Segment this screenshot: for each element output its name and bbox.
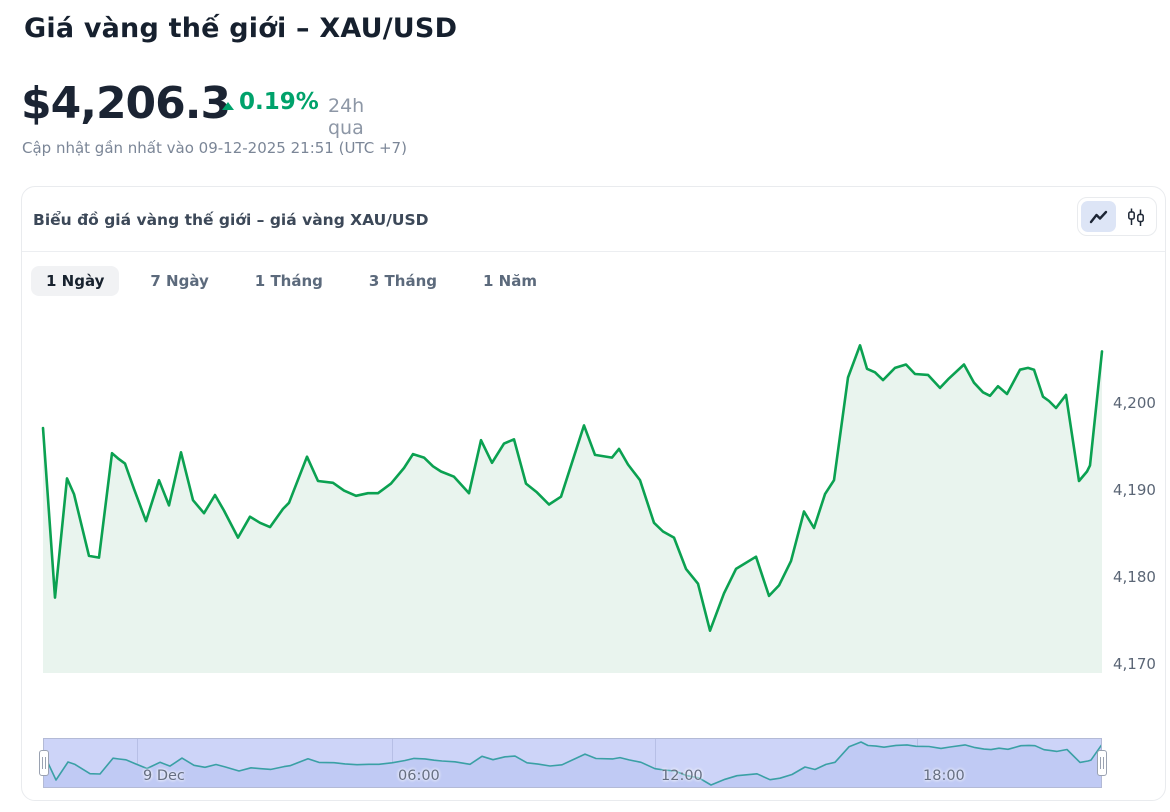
tab-1-month[interactable]: 1 Tháng (254, 272, 323, 290)
area-fill (43, 345, 1102, 673)
range-tabs: 1 Ngày 7 Ngày 1 Tháng 3 Tháng 1 Năm (31, 266, 552, 296)
y-axis-tick: 4,190 (1113, 481, 1156, 499)
tab-7-days[interactable]: 7 Ngày (150, 272, 209, 290)
line-chart-button[interactable] (1081, 201, 1116, 232)
tab-3-months[interactable]: 3 Tháng (368, 272, 437, 290)
candlestick-icon (1127, 208, 1144, 226)
page-title: Giá vàng thế giới – XAU/USD (24, 13, 458, 44)
navigator-time-label: 9 Dec (143, 768, 185, 784)
navigator-right-handle[interactable] (1097, 750, 1107, 776)
navigator-time-label: 18:00 (923, 768, 965, 784)
price-line (41, 344, 1104, 632)
price-change-percent: 0.19% (239, 89, 319, 115)
line-chart-icon (1089, 210, 1108, 223)
current-price: $4,206.3 (21, 78, 231, 129)
navigator-gridline (137, 739, 138, 787)
y-axis-tick: 4,170 (1113, 655, 1156, 673)
navigator-area-fill (44, 742, 1101, 787)
navigator-gridline (655, 739, 656, 787)
y-axis-tick: 4,180 (1113, 568, 1156, 586)
chart-card: Biểu đồ giá vàng thế giới – giá vàng XAU… (21, 186, 1166, 801)
chart-card-title: Biểu đồ giá vàng thế giới – giá vàng XAU… (33, 211, 429, 229)
price-change-period: 24h qua (328, 95, 365, 139)
last-updated-text: Cập nhật gần nhất vào 09-12-2025 21:51 (… (22, 139, 407, 157)
navigator-mini-chart (44, 741, 1101, 787)
candlestick-chart-button[interactable] (1118, 201, 1153, 232)
navigator-time-label: 12:00 (661, 768, 703, 784)
divider (22, 251, 1165, 252)
price-area-chart[interactable] (22, 187, 1167, 727)
y-axis-tick: 4,200 (1113, 394, 1156, 412)
tab-1-day[interactable]: 1 Ngày (31, 266, 120, 296)
chart-type-toggle (1077, 197, 1157, 236)
navigator-line (44, 741, 1101, 786)
navigator-time-label: 06:00 (398, 768, 440, 784)
tab-1-year[interactable]: 1 Năm (483, 272, 537, 290)
navigator-left-handle[interactable] (39, 750, 49, 776)
chart-navigator[interactable]: 9 Dec 06:00 12:00 18:00 (39, 738, 1107, 788)
up-triangle-icon (222, 102, 234, 110)
